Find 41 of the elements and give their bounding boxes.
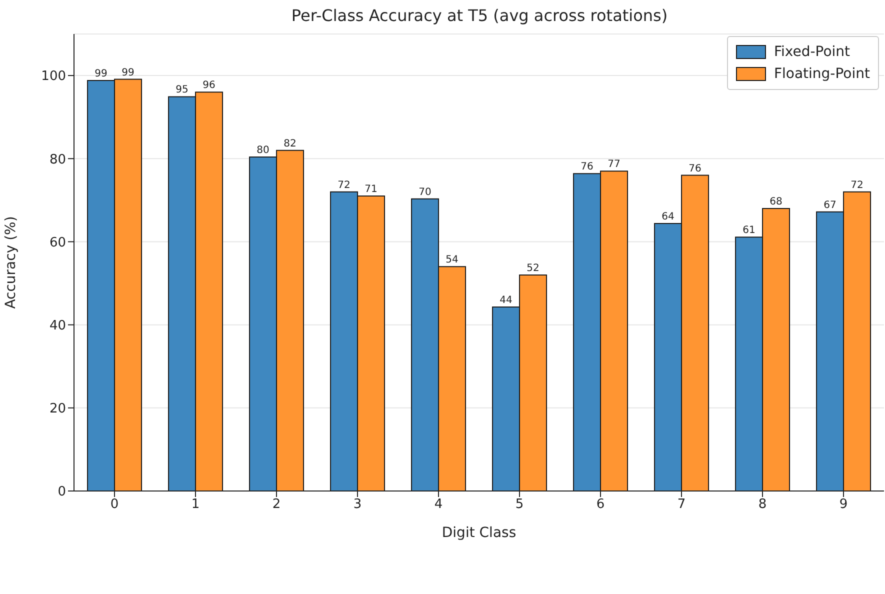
data-label: 99 xyxy=(94,68,108,80)
x-axis-title: Digit Class xyxy=(442,525,516,541)
x-tick-label: 4 xyxy=(434,497,443,512)
data-label: 61 xyxy=(742,225,756,236)
data-label: 96 xyxy=(202,80,216,92)
data-label: 44 xyxy=(500,294,512,306)
data-label: 54 xyxy=(446,254,458,266)
x-tick-label: 6 xyxy=(596,497,605,512)
chart-title: Per-Class Accuracy at T5 (avg across rotations) xyxy=(290,6,669,25)
x-tick-label: 9 xyxy=(839,497,848,512)
y-tick-label: 80 xyxy=(49,152,66,168)
y-tick-label: 100 xyxy=(41,69,66,84)
data-label: 68 xyxy=(770,196,782,208)
data-label: 99 xyxy=(122,67,134,78)
x-tick-label: 1 xyxy=(191,497,200,512)
y-tick-label: 20 xyxy=(49,402,66,417)
x-tick-label: 0 xyxy=(110,497,119,512)
data-label: 95 xyxy=(176,84,188,96)
data-label: 52 xyxy=(526,262,540,274)
data-label: 82 xyxy=(284,138,296,150)
y-axis-title: Accuracy (%) xyxy=(2,216,19,309)
x-tick-label: 5 xyxy=(515,497,524,512)
data-label: 80 xyxy=(256,144,270,156)
data-label: 72 xyxy=(338,180,350,191)
data-label: 67 xyxy=(824,200,836,211)
y-tick-label: 0 xyxy=(58,484,66,500)
legend-label: Fixed-Point xyxy=(772,43,852,62)
x-tick-label: 7 xyxy=(677,497,686,512)
data-label: 64 xyxy=(662,211,674,222)
x-tick-label: 2 xyxy=(272,497,281,512)
x-tick-label: 3 xyxy=(353,497,362,512)
legend-label: Floating-Point xyxy=(772,65,870,84)
data-label: 77 xyxy=(608,159,620,170)
data-label: 71 xyxy=(364,184,378,196)
data-label: 70 xyxy=(418,186,432,198)
y-tick-label: 60 xyxy=(49,235,66,250)
data-label: 76 xyxy=(688,163,702,174)
data-label: 76 xyxy=(580,162,594,173)
x-tick-label: 8 xyxy=(758,497,767,512)
y-tick-label: 40 xyxy=(49,318,66,334)
data-label: 72 xyxy=(850,180,864,191)
